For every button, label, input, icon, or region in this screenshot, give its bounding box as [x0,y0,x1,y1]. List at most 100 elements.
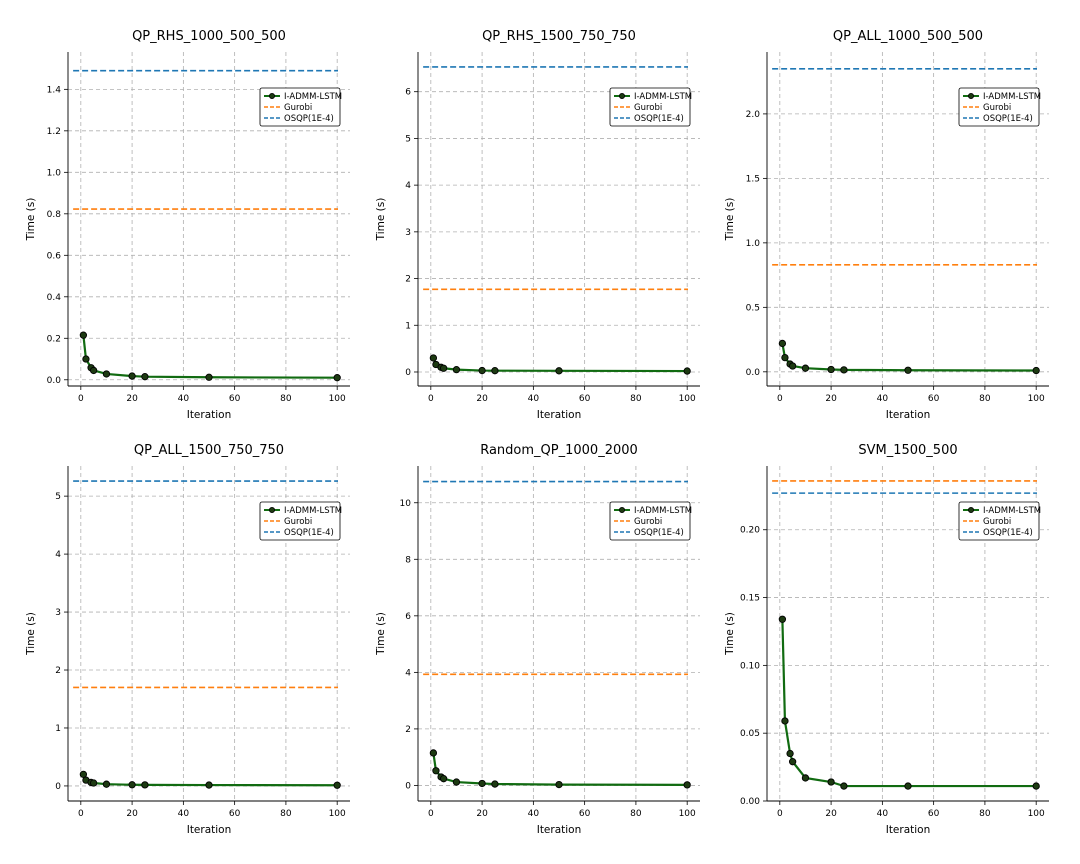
y-axis-label: Time (s) [375,612,387,656]
x-tick-label: 20 [825,809,837,819]
y-tick-label: 10 [400,499,412,509]
chart-title: QP_ALL_1000_500_500 [833,29,983,44]
y-tick-label: 6 [405,612,411,622]
y-tick-label: 0.0 [47,376,62,386]
x-tick-label: 20 [126,809,138,819]
y-tick-label: 1.4 [47,85,62,95]
x-tick-label: 100 [329,809,346,819]
x-axis-label: Iteration [886,409,931,421]
y-tick-label: 2 [405,725,411,735]
legend-marker-i-admm-lstm [968,506,975,513]
y-tick-label: 4 [405,181,411,191]
i-admm-lstm-point [478,779,486,788]
chart-title: QP_RHS_1500_750_750 [482,29,636,44]
legend-label-i-admm-lstm: I-ADMM-LSTM [634,92,692,102]
i-admm-lstm-line [82,335,338,379]
legend-box [609,501,691,541]
legend-label-gurobi: Gurobi [983,103,1011,113]
i-admm-lstm-point [788,758,797,766]
y-tick-label: 0.6 [47,251,62,261]
y-tick-label: 1.0 [746,239,761,249]
legend-label-gurobi: Gurobi [284,517,312,527]
i-admm-lstm-point [683,367,691,375]
i-admm-lstm-point [89,779,98,787]
x-tick-label: 0 [777,394,783,404]
i-admm-lstm-point [491,367,499,375]
i-admm-lstm-point [429,749,438,757]
x-tick-label: 20 [825,394,837,404]
y-tick-label: 0.20 [740,526,760,536]
i-admm-lstm-point [555,780,563,789]
y-axis-label: Time (s) [724,612,736,656]
y-axis-label: Time (s) [25,612,37,656]
chart-title: SVM_1500_500 [858,443,957,458]
y-tick-label: 0 [405,781,411,791]
legend-label-i-admm-lstm: I-ADMM-LSTM [284,506,342,516]
chart-panel-3: 0 20 40 60 80 100 0.0 0.5 1.0 1.5 2.0 QP_ALL_1000_5… [724,29,1049,421]
i-admm-lstm-point [429,354,438,362]
x-tick-label: 40 [528,809,540,819]
i-admm-lstm-point [827,365,835,374]
i-admm-lstm-point [452,778,461,786]
i-admm-lstm-point [128,781,136,789]
i-admm-lstm-point [333,781,341,789]
legend-label-osqp-1e-4: OSQP(1E-4) [983,528,1033,538]
y-tick-label: 0.10 [740,661,760,671]
y-axis-label: Time (s) [375,198,387,242]
i-admm-lstm-point [89,366,98,375]
i-admm-lstm-point [1032,366,1040,375]
i-admm-lstm-point [141,373,149,381]
legend-label-osqp-1e-4: OSQP(1E-4) [284,114,334,124]
legend-label-gurobi: Gurobi [634,517,662,527]
y-tick-label: 0.05 [740,729,760,739]
y-tick-label: 0.15 [740,594,760,604]
y-tick-label: 2 [55,666,61,676]
legend-label-gurobi: Gurobi [634,103,662,113]
legend-box [958,501,1040,541]
chart-title: QP_RHS_1000_500_500 [132,29,286,44]
y-tick-label: 6 [405,88,411,98]
x-tick-label: 20 [126,394,138,404]
i-admm-lstm-line [432,752,688,786]
x-tick-label: 80 [630,809,642,819]
legend-label-i-admm-lstm: I-ADMM-LSTM [983,506,1041,516]
y-tick-label: 2 [405,275,411,285]
y-tick-label: 0 [55,782,61,792]
x-tick-label: 100 [1028,394,1045,404]
x-tick-label: 80 [979,394,991,404]
x-tick-label: 60 [579,809,591,819]
x-axis-label: Iteration [537,824,582,836]
y-tick-label: 3 [55,608,61,618]
x-tick-label: 0 [777,809,783,819]
i-admm-lstm-point [781,353,789,362]
x-tick-label: 0 [428,809,434,819]
i-admm-lstm-point [840,782,848,790]
x-tick-label: 80 [280,394,292,404]
x-axis-label: Iteration [187,824,232,836]
y-tick-label: 4 [405,668,411,678]
x-tick-label: 60 [229,394,241,404]
i-admm-lstm-point [904,782,912,790]
i-admm-lstm-point [205,373,213,381]
y-tick-label: 1 [55,724,61,734]
x-tick-label: 40 [528,394,540,404]
x-axis-label: Iteration [886,824,931,836]
x-tick-label: 80 [280,809,292,819]
x-tick-label: 60 [928,809,940,819]
i-admm-lstm-point [1032,782,1040,790]
y-tick-label: 4 [55,550,61,560]
chart-panel-5: 0 20 40 60 80 100 0 2 4 6 8 10 Random_QP_1000_2000 It… [375,443,700,836]
x-tick-label: 100 [1028,809,1045,819]
x-tick-label: 40 [178,394,190,404]
y-tick-label: 0.4 [47,293,62,303]
x-tick-label: 100 [679,394,696,404]
y-tick-label: 1.2 [47,127,61,137]
i-admm-lstm-point [555,367,563,375]
i-admm-lstm-point [79,331,88,339]
i-admm-lstm-point [778,615,787,623]
